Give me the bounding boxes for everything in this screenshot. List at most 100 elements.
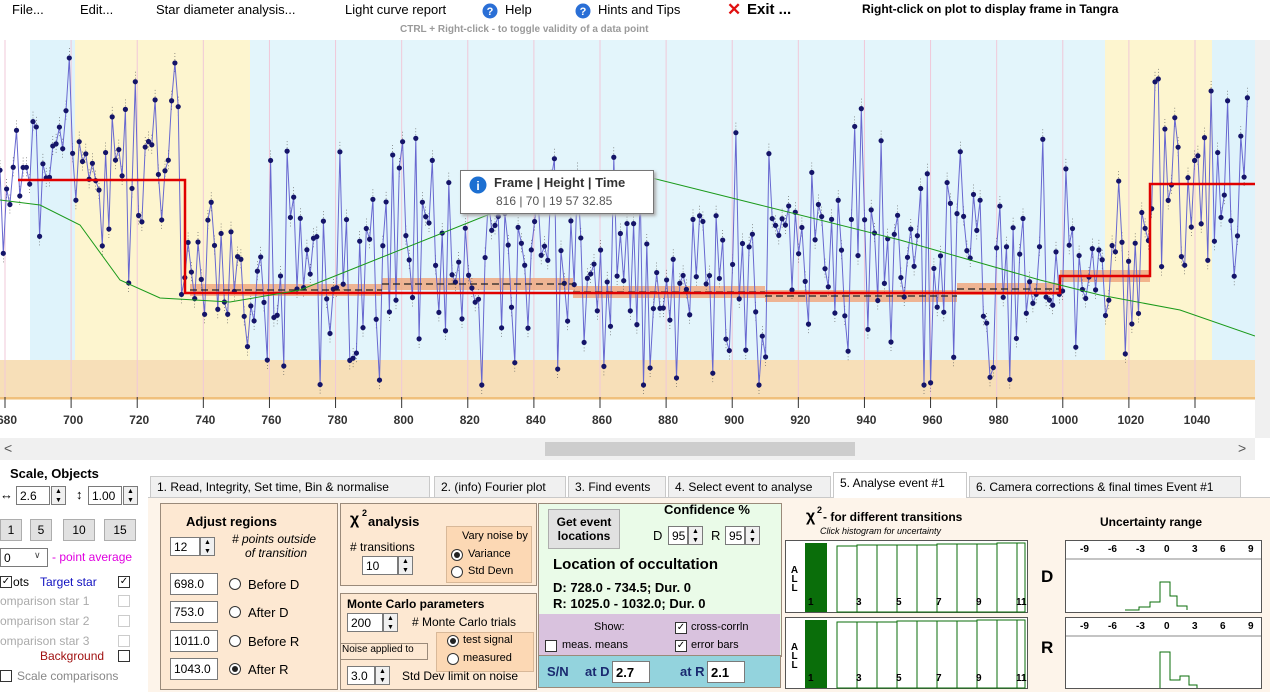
tab[interactable]: 1. Read, Integrity, Set time, Bin & norm… xyxy=(150,476,430,497)
light-curve-point xyxy=(63,108,69,114)
radio[interactable] xyxy=(451,566,463,578)
d-confidence[interactable]: 95 xyxy=(668,526,688,545)
light-curve-point xyxy=(743,347,749,353)
light-curve-plot[interactable]: 680 700 720 740 760 780 800 820 840 860 880 900 920 9… xyxy=(0,40,1255,438)
chi2-histograms[interactable] xyxy=(785,540,1030,690)
tab[interactable]: 6. Camera corrections & final times Even… xyxy=(969,476,1241,497)
spin[interactable]: ▲ ▼ xyxy=(398,556,413,575)
spin[interactable]: ▲ ▼ xyxy=(375,666,390,685)
light-curve-point xyxy=(261,299,267,305)
light-curve-point xyxy=(1027,279,1033,285)
radio[interactable] xyxy=(229,635,241,647)
light-curve-point xyxy=(429,157,435,163)
scale-y[interactable]: 1.00 xyxy=(88,486,122,505)
hist-r[interactable] xyxy=(785,617,1028,689)
checkbox[interactable]: ✓ xyxy=(675,640,687,652)
scroll-left[interactable]: < xyxy=(4,440,13,456)
radio[interactable] xyxy=(447,653,459,665)
zoom-button[interactable]: 1 xyxy=(0,519,22,541)
light-curve-point xyxy=(152,97,158,103)
menu-help[interactable]: Help xyxy=(505,2,532,17)
hist-bin-label: 7 xyxy=(936,673,942,684)
light-curve-point xyxy=(169,98,175,104)
region-input[interactable]: 1011.0 xyxy=(170,630,218,652)
zoom-button[interactable]: 5 xyxy=(30,519,52,541)
light-curve-point xyxy=(1119,239,1125,245)
tab[interactable]: 4. Select event to analyse xyxy=(668,476,831,497)
scale-x[interactable]: 2.6 xyxy=(16,486,50,505)
light-curve-point xyxy=(697,213,703,219)
light-curve-point xyxy=(815,201,822,208)
light-curve-point xyxy=(297,215,303,221)
spin[interactable]: ▲ ▼ xyxy=(200,537,215,556)
light-curve-point xyxy=(779,216,785,222)
checkbox[interactable] xyxy=(118,595,130,607)
light-curve-point xyxy=(670,256,676,262)
light-curve-point xyxy=(640,382,647,388)
checkbox[interactable] xyxy=(118,635,130,647)
light-curve-point xyxy=(680,272,686,279)
menu-exit[interactable]: Exit ... xyxy=(747,1,792,18)
points-input[interactable]: 12 xyxy=(170,537,200,556)
light-curve-point xyxy=(442,328,449,334)
menu-report[interactable]: Light curve report xyxy=(345,2,447,17)
hist-d[interactable] xyxy=(785,540,1028,613)
menu-edit[interactable]: Edit... xyxy=(80,2,114,17)
light-curve-point xyxy=(79,158,86,165)
checkbox[interactable]: ✓ xyxy=(675,622,687,634)
scroll-thumb[interactable] xyxy=(545,442,855,456)
menu-hints[interactable]: Hints and Tips xyxy=(598,2,681,17)
light-curve-point xyxy=(46,174,53,180)
transitions-input[interactable]: 10 xyxy=(362,556,398,575)
tab[interactable]: 2. (info) Fourier plot xyxy=(434,476,566,497)
light-curve-point xyxy=(1195,153,1201,159)
checkbox[interactable] xyxy=(118,650,130,662)
light-curve-point xyxy=(1159,263,1165,270)
light-curve-point xyxy=(175,104,181,110)
zoom-button[interactable]: 10 xyxy=(63,519,95,541)
light-curve-point xyxy=(96,187,102,193)
plot-region xyxy=(75,40,250,360)
checkbox[interactable]: ✓ xyxy=(0,576,12,588)
uncertainty-histograms[interactable] xyxy=(1065,540,1265,690)
radio[interactable] xyxy=(229,606,241,618)
radio[interactable] xyxy=(229,663,241,675)
light-curve-point xyxy=(1228,218,1234,224)
light-curve-point xyxy=(178,291,185,298)
menu-file[interactable]: File... xyxy=(12,2,44,17)
checkbox[interactable]: ✓ xyxy=(118,576,130,588)
light-curve-point xyxy=(944,179,950,186)
region-input[interactable]: 753.0 xyxy=(170,601,218,623)
trials-input[interactable]: 200 xyxy=(347,613,383,632)
get-event-button[interactable]: Get event locations xyxy=(548,509,620,549)
light-curve-point xyxy=(403,232,409,239)
light-curve-point xyxy=(532,218,538,225)
light-curve-point xyxy=(27,181,33,187)
light-curve-point xyxy=(644,241,650,247)
radio[interactable] xyxy=(229,578,241,590)
radio[interactable] xyxy=(447,635,459,647)
radio[interactable] xyxy=(451,549,463,561)
zoom-button[interactable]: 15 xyxy=(104,519,136,541)
region-input[interactable]: 698.0 xyxy=(170,573,218,595)
light-curve-point xyxy=(1112,249,1118,255)
spin[interactable]: ▲ ▼ xyxy=(745,526,760,545)
spin[interactable]: ▲ ▼ xyxy=(51,486,66,505)
average-select[interactable]: 0 xyxy=(0,548,48,567)
region-input[interactable]: 1043.0 xyxy=(170,658,218,680)
spin[interactable]: ▲ ▼ xyxy=(383,613,398,632)
menu-star[interactable]: Star diameter analysis... xyxy=(156,2,296,17)
tab[interactable]: 3. Find events xyxy=(568,476,666,497)
checkbox[interactable] xyxy=(118,615,130,627)
checkbox[interactable] xyxy=(0,670,12,682)
hist-bin-label: 5 xyxy=(896,597,902,608)
spin[interactable]: ▲ ▼ xyxy=(123,486,138,505)
light-curve-point xyxy=(1010,225,1016,231)
r-confidence[interactable]: 95 xyxy=(725,526,745,545)
checkbox[interactable] xyxy=(545,640,557,652)
scroll-right[interactable]: > xyxy=(1238,440,1247,456)
limit-input[interactable]: 3.0 xyxy=(347,666,375,685)
light-curve-point xyxy=(1073,344,1079,350)
spin[interactable]: ▲ ▼ xyxy=(688,526,703,545)
tab-active[interactable]: 5. Analyse event #1 xyxy=(833,472,967,498)
